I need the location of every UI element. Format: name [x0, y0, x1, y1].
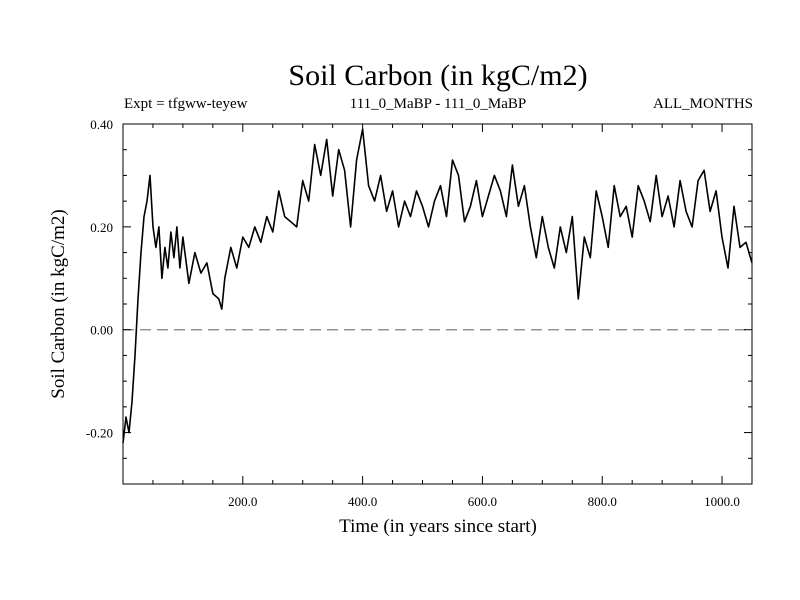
y-tick-label: 0.40 [90, 117, 113, 132]
x-tick-label: 200.0 [228, 494, 257, 509]
x-tick-label: 600.0 [468, 494, 497, 509]
months-label: ALL_MONTHS [653, 96, 753, 112]
x-tick-label: 1000.0 [704, 494, 740, 509]
experiment-label: Expt = tfgww-teyew [124, 96, 248, 112]
x-tick-label: 400.0 [348, 494, 377, 509]
x-axis-label: Time (in years since start) [339, 516, 537, 537]
x-tick-label: 800.0 [588, 494, 617, 509]
y-tick-label: -0.20 [86, 426, 113, 441]
y-tick-label: 0.20 [90, 220, 113, 235]
y-tick-label: 0.00 [90, 323, 113, 338]
plot-frame [122, 123, 753, 485]
chart-title: Soil Carbon (in kgC/m2) [288, 59, 587, 92]
plot-area [122, 123, 753, 485]
period-label: 111_0_MaBP - 111_0_MaBP [350, 96, 526, 112]
series-line-0 [122, 128, 753, 443]
y-axis-label: Soil Carbon (in kgC/m2) [48, 209, 69, 398]
